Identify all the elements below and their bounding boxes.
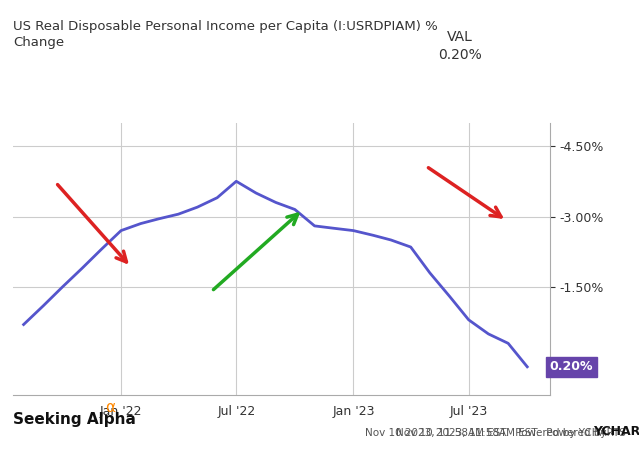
- Text: 0.20%: 0.20%: [438, 48, 482, 62]
- Text: Nov 10 2023, 11:58AM EST.  Powered by: Nov 10 2023, 11:58AM EST. Powered by: [396, 428, 610, 438]
- Text: US Real Disposable Personal Income per Capita (I:USRDPIAM) %: US Real Disposable Personal Income per C…: [13, 20, 438, 34]
- Text: 0.20%: 0.20%: [550, 360, 593, 373]
- Text: Seeking Alpha: Seeking Alpha: [13, 412, 135, 427]
- Text: VAL: VAL: [447, 30, 473, 44]
- Text: Nov 10 2023, 11:58AM EST.  Powered by YCHARTS: Nov 10 2023, 11:58AM EST. Powered by YCH…: [366, 428, 626, 438]
- Text: Change: Change: [13, 36, 64, 49]
- Text: YCHARTS: YCHARTS: [593, 425, 639, 438]
- Text: α: α: [105, 400, 116, 415]
